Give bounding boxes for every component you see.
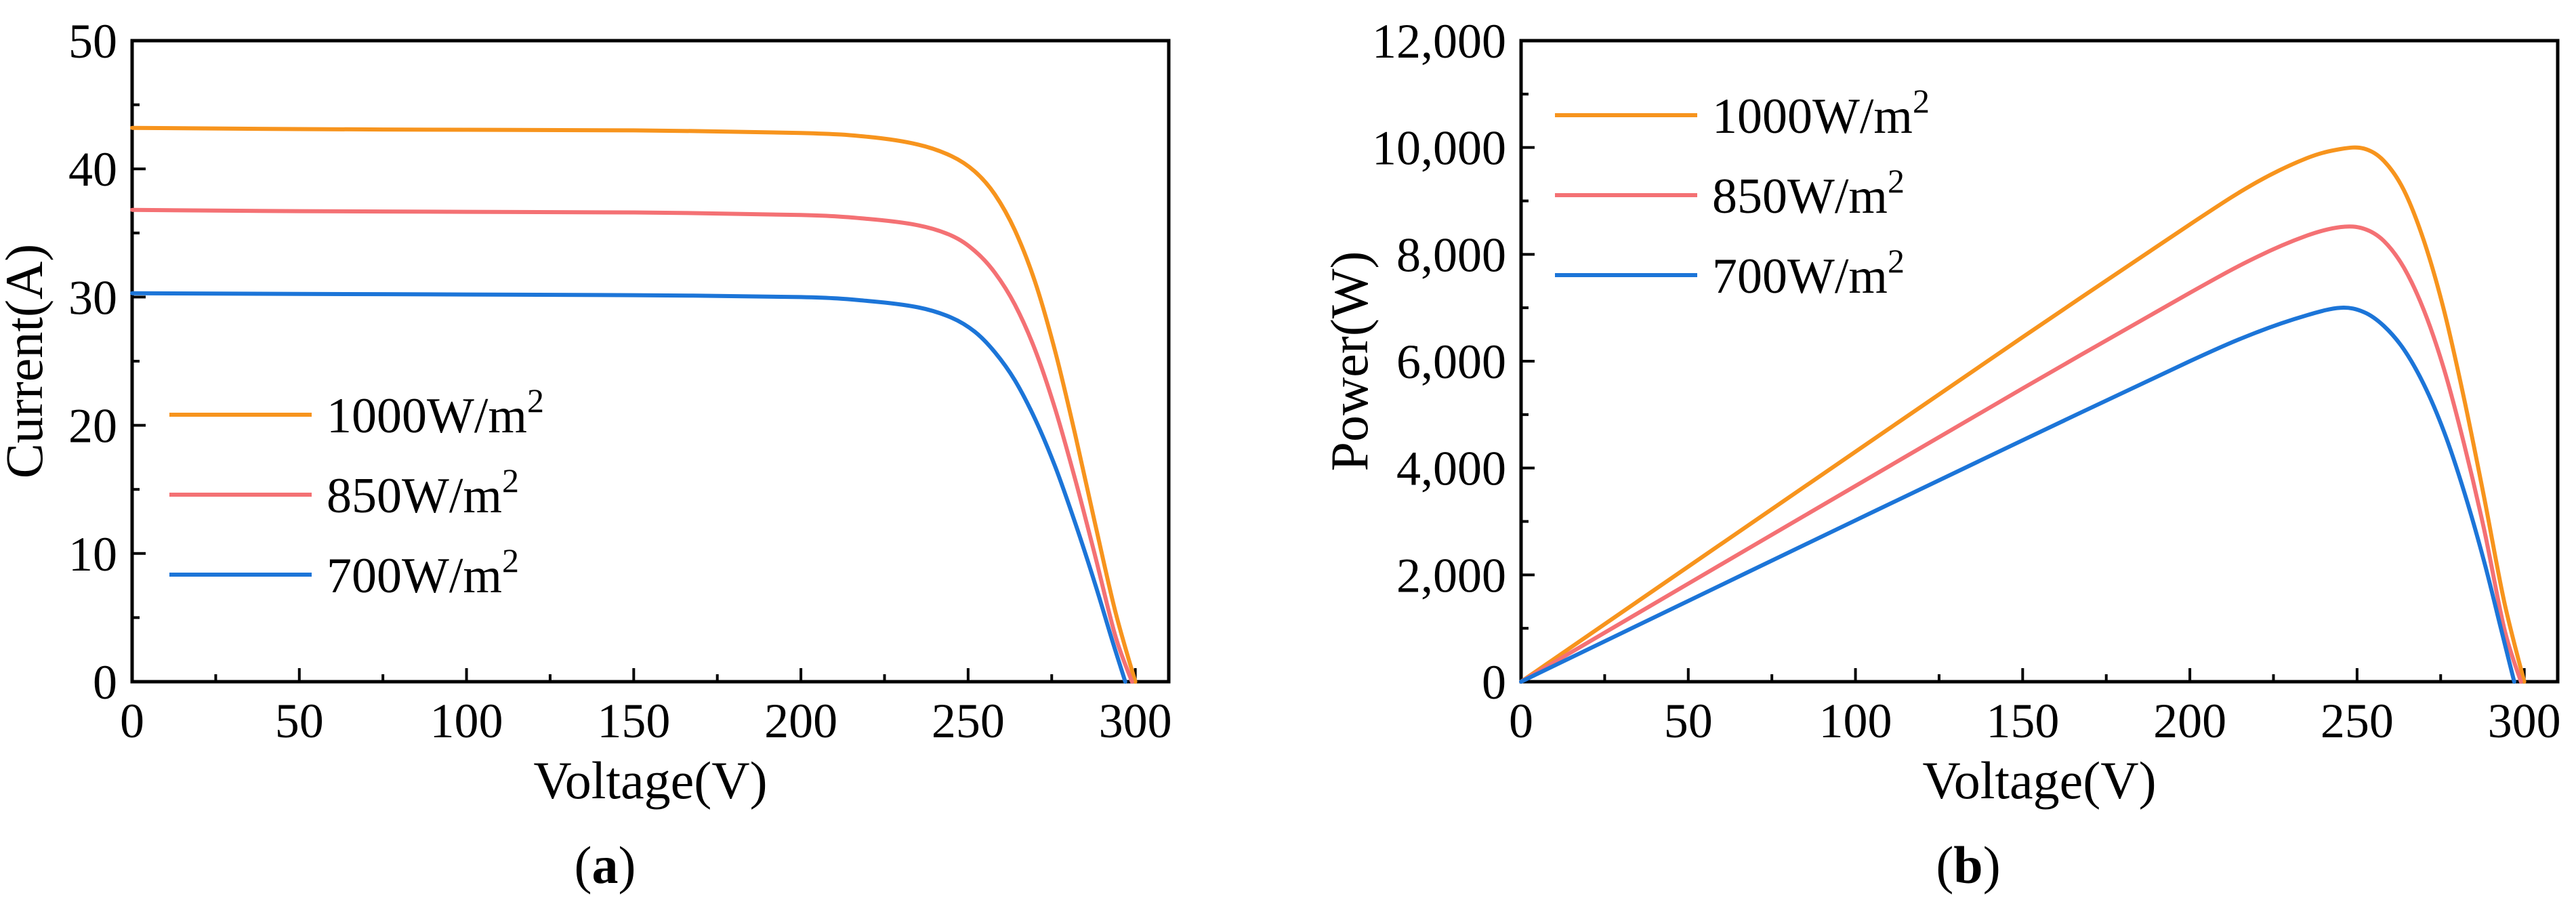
panel-caption-b-close: ) [1983, 836, 2001, 894]
series-line-850wm2 [130, 207, 1134, 684]
x-tick-label: 150 [597, 694, 670, 748]
y-axis-label-b: Power(W) [1320, 251, 1379, 472]
x-tick-label: 250 [2321, 694, 2394, 748]
x-tick-label: 50 [1664, 694, 1713, 748]
x-tick-label: 50 [275, 694, 324, 748]
y-tick-label: 0 [93, 655, 117, 709]
y-tick-label: 50 [68, 14, 117, 68]
plot-frame-b [1519, 39, 2560, 684]
panel-caption-b-letter: b [1953, 836, 1982, 894]
x-tick-label: 200 [764, 694, 837, 748]
y-tick-label: 30 [68, 270, 117, 325]
legend-label: 1000W/m2 [1712, 82, 1930, 144]
y-tick-label: 10 [68, 527, 117, 581]
x-ticks-b: 0 50 100 150 200 250 300 [1509, 668, 2561, 748]
legend-b: 1000W/m2 850W/m2 700W/m2 [1555, 82, 1930, 304]
series-line-1000wm2 [1519, 145, 2527, 684]
y-tick-label: 40 [68, 142, 117, 197]
y-tick-label: 20 [68, 399, 117, 453]
x-axis-label-b: Voltage(V) [1922, 751, 2156, 810]
y-tick-label: 12,000 [1372, 14, 1506, 68]
series-line-700wm2 [130, 291, 1127, 684]
x-tick-label: 250 [932, 694, 1005, 748]
x-tick-label: 100 [430, 694, 503, 748]
y-ticks-b: 0 2,000 4,000 6,000 8,000 10,000 12,000 [1372, 14, 1535, 709]
x-tick-label: 0 [1509, 694, 1533, 748]
series-line-1000wm2 [130, 125, 1138, 684]
x-tick-label: 300 [2488, 694, 2561, 748]
y-tick-label: 8,000 [1396, 228, 1506, 282]
legend-label: 850W/m2 [327, 461, 519, 524]
legend-a: 1000W/m2 850W/m2 700W/m2 [169, 382, 544, 604]
y-tick-label: 10,000 [1372, 121, 1506, 176]
series-lines-a [130, 125, 1138, 684]
x-tick-label: 200 [2153, 694, 2226, 748]
chart-panel-b: 0 50 100 150 200 250 300 0 2,000 4,000 6,000 8,000… [1320, 14, 2561, 894]
series-line-700wm2 [1519, 306, 2516, 684]
x-tick-label: 150 [1986, 694, 2059, 748]
series-line-850wm2 [1519, 224, 2523, 684]
x-axis-label-a: Voltage(V) [533, 751, 767, 810]
chart-panel-a: 0 50 100 150 200 250 300 0 10 20 30 40 50 1000W/m2 8… [0, 14, 1172, 894]
legend-label: 700W/m2 [1712, 242, 1905, 304]
legend-label: 700W/m2 [327, 541, 519, 604]
y-tick-label: 6,000 [1396, 335, 1506, 389]
panel-caption-b: (b) [1936, 836, 2000, 894]
legend-label: 850W/m2 [1712, 162, 1905, 224]
series-lines-b [1519, 145, 2527, 684]
y-ticks-a: 0 10 20 30 40 50 [68, 14, 146, 709]
y-tick-label: 4,000 [1396, 442, 1506, 496]
x-tick-label: 100 [1819, 694, 1892, 748]
panel-caption-b-open: ( [1936, 836, 1953, 894]
panel-caption-a-close: ) [619, 836, 636, 894]
panel-caption-a-open: ( [575, 836, 592, 894]
y-tick-label: 0 [1482, 655, 1506, 709]
y-axis-label-a: Current(A) [0, 244, 54, 479]
panel-caption-a-letter: a [592, 836, 619, 894]
x-tick-label: 300 [1099, 694, 1172, 748]
y-tick-label: 2,000 [1396, 548, 1506, 602]
x-tick-label: 0 [120, 694, 144, 748]
plot-frame-a [130, 39, 1171, 684]
x-ticks-a: 0 50 100 150 200 250 300 [120, 668, 1172, 748]
legend-label: 1000W/m2 [327, 382, 544, 444]
panel-caption-a: (a) [575, 836, 636, 894]
